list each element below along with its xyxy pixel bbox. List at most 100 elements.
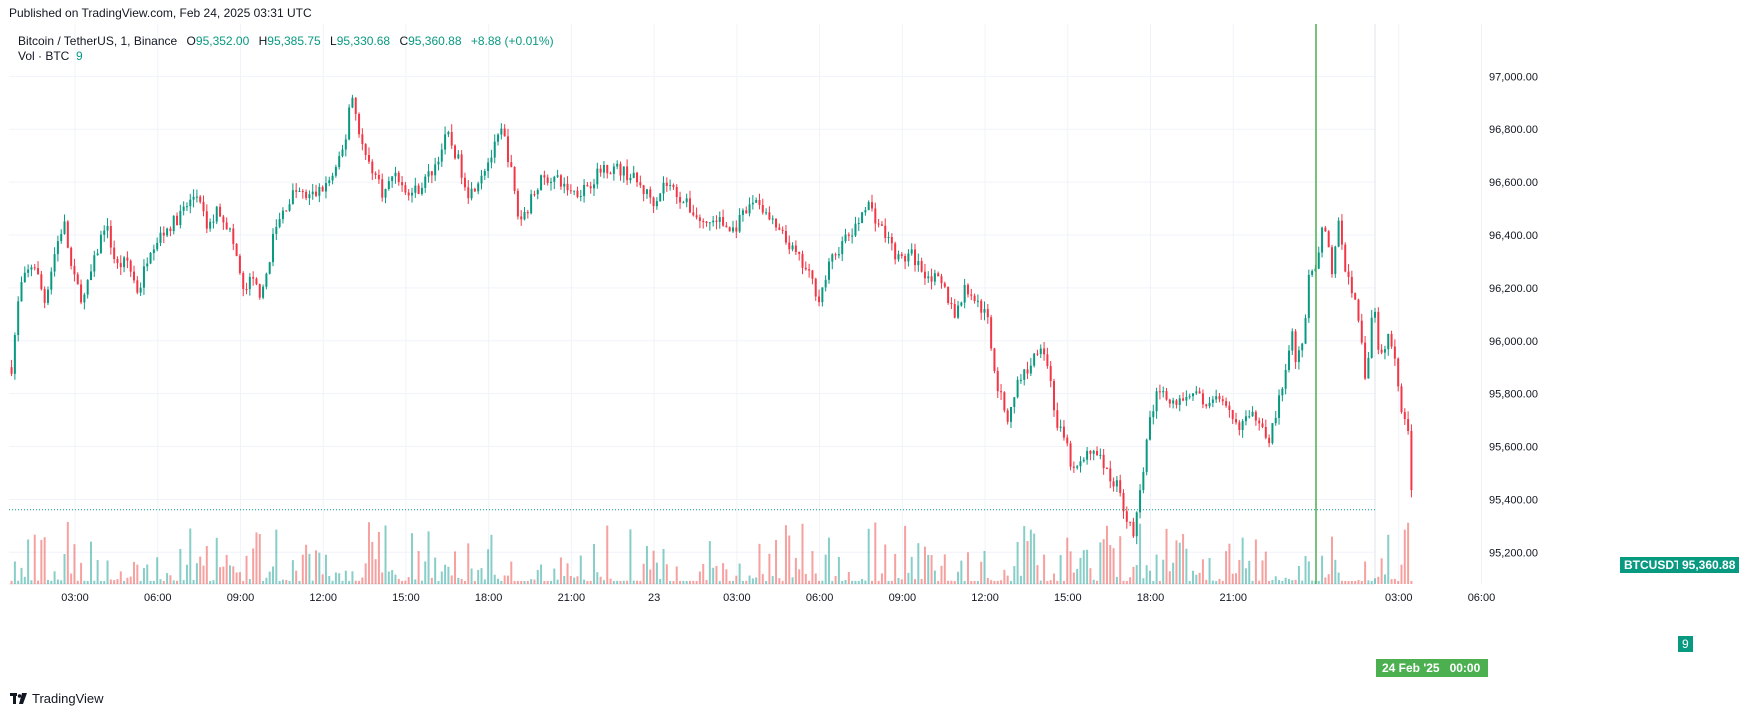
candle-body [642,185,645,195]
candle-body [1393,346,1396,359]
candle-body [983,309,986,313]
candle-body [63,221,66,234]
volume-bar [914,579,917,584]
volume-bar [185,564,188,584]
volume-bar [655,562,658,584]
candle-body [381,179,384,198]
candle-body [1178,398,1181,405]
tradingview-logo[interactable]: TradingView [10,691,104,706]
candle-body [40,274,43,290]
candle-body [99,234,102,254]
volume-bar [715,566,718,584]
y-tick-label: 95,800.00 [1489,389,1538,401]
volume-bar [722,563,725,584]
volume-bar [907,572,910,584]
volume-bar [1397,580,1400,584]
volume-bar [40,540,43,584]
chart-frame[interactable]: 95,200.00 95,400.00 95,600.00 95,800.00 96,0… [9,24,1755,684]
candle-body [1158,391,1161,393]
candle-body [669,185,672,187]
volume-bar [1271,579,1274,584]
candle-body [1397,358,1400,387]
volume-bar [1185,548,1188,584]
candle-body [1016,379,1019,398]
volume-bar [897,577,900,584]
candle-body [503,128,506,137]
volume-bar [513,580,516,584]
candle-body [682,202,685,204]
candle-body [288,204,291,211]
volume-bar [1096,580,1099,584]
volume-bar [576,576,579,584]
volume-bar [503,575,506,584]
candle-body [265,273,268,287]
candle-body [1059,426,1062,428]
candle-body [1062,426,1065,438]
candle-body [818,296,821,303]
volume-bar [1099,542,1102,584]
close-label: C [399,34,409,48]
volume-bar [619,580,622,584]
volume-bar [113,580,116,584]
x-tick-label: 06:00 [1468,592,1496,604]
volume-bar [298,580,301,584]
volume-bar [533,579,536,584]
volume-bar [427,531,430,584]
volume-bar [60,580,63,584]
candle-body [748,204,751,214]
candle-body [1225,401,1228,406]
candle-body [483,171,486,176]
symbol-price-tag: BTCUSDT [1620,557,1686,573]
candle-body [1201,393,1204,405]
volume-value: 9 [76,49,83,63]
volume-bar [354,580,357,584]
volume-bar [751,578,754,584]
volume-bar [182,580,185,584]
volume-bar [986,577,989,584]
candle-body [341,149,344,157]
candle-body [1211,399,1214,403]
candle-body [851,235,854,237]
candle-body [1311,271,1314,275]
candle-body [636,172,639,183]
volume-bar [973,580,976,584]
candle-body [1053,381,1056,411]
candle-body [275,226,278,234]
volume-bar [493,574,496,584]
candle-body [569,190,572,192]
volume-bar [301,554,304,584]
low-value: 95,330.68 [336,34,391,48]
volume-bar [735,575,738,584]
candle-body [1105,468,1108,470]
volume-bar [278,580,281,584]
candle-body [583,184,586,197]
volume-bar [1023,526,1026,584]
volume-bar [1241,537,1244,584]
volume-bar [371,541,374,584]
volume-bar [374,559,377,584]
candle-body [725,225,728,228]
volume-bar [1225,551,1228,584]
candlestick-chart[interactable]: 95,200.00 95,400.00 95,600.00 95,800.00 96,0… [9,24,1755,684]
candle-body [1387,334,1390,350]
candle-body [30,267,33,270]
candle-body [305,191,308,199]
candle-body [698,217,701,222]
candle-body [328,180,331,184]
volume-bar [814,573,817,584]
volume-bar [1311,580,1314,584]
volume-bar [808,580,811,584]
volume-bar [119,571,122,584]
volume-bar [877,580,880,584]
candle-body [371,161,374,174]
candle-body [1026,369,1029,374]
volume-bar [93,580,96,584]
candle-body [1129,521,1132,523]
candle-body [195,196,198,198]
candle-body [1172,400,1175,404]
volume-bar [1003,569,1006,584]
volume-bar [732,580,735,584]
volume-bar [947,580,950,584]
volume-bar [1287,579,1290,584]
candle-body [804,267,807,270]
